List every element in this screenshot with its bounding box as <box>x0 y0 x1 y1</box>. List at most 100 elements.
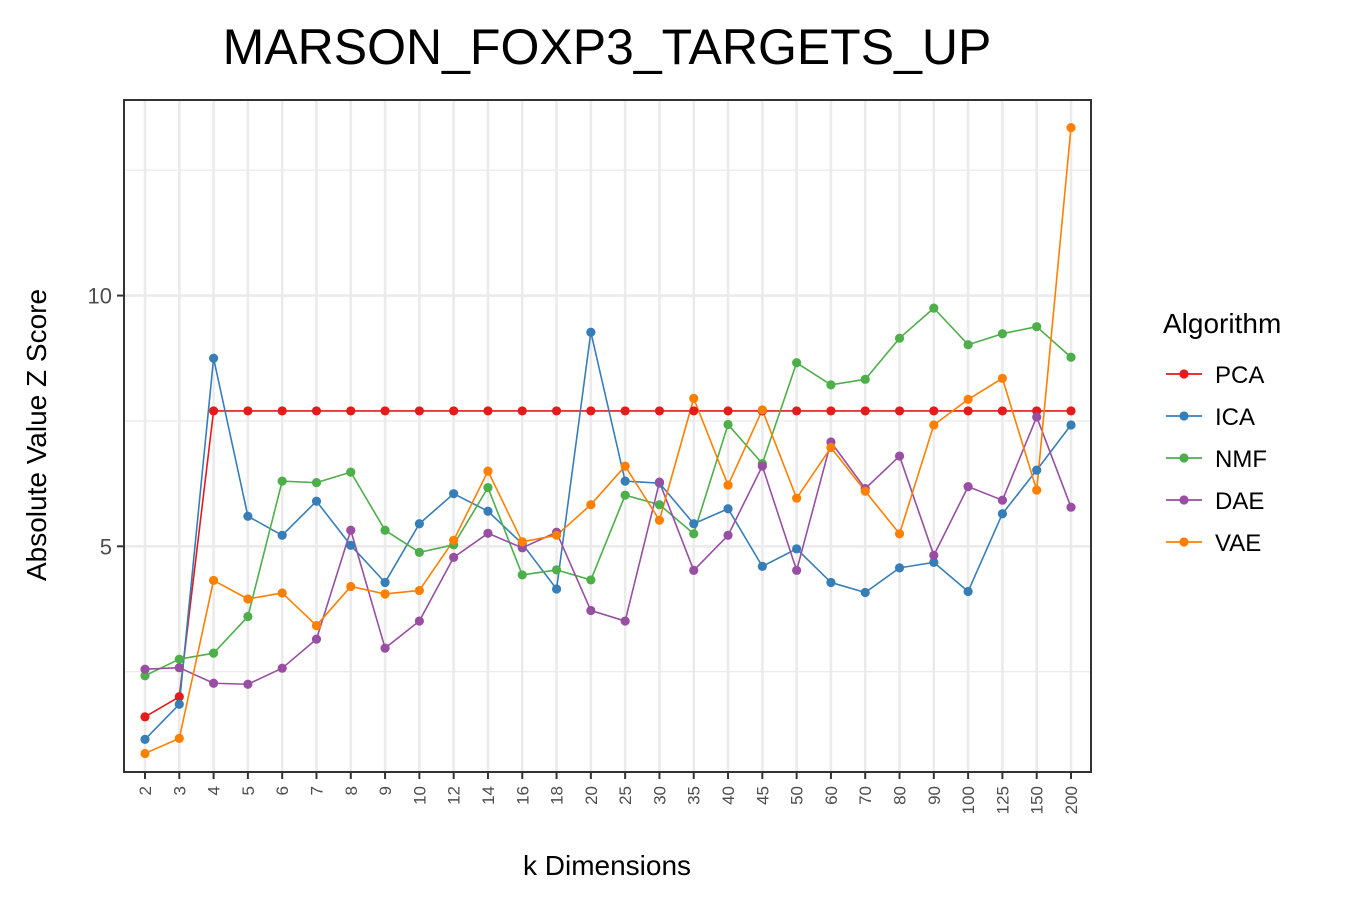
data-point-pca <box>243 406 253 416</box>
data-point-dae <box>654 477 665 487</box>
data-point-vae <box>277 588 287 598</box>
data-point-pca <box>826 406 836 416</box>
data-point-nmf <box>311 478 322 488</box>
data-point-pca <box>174 692 184 702</box>
data-point-nmf <box>174 654 184 664</box>
series-line-vae <box>144 127 1072 755</box>
data-point-nmf <box>826 380 836 390</box>
data-point-ica <box>414 519 424 529</box>
data-point-pca <box>654 406 665 416</box>
data-point-nmf <box>929 303 939 313</box>
data-point-ica <box>963 586 973 597</box>
data-point-dae <box>414 616 424 626</box>
data-point-vae <box>620 461 630 471</box>
data-point-ica <box>483 506 493 516</box>
data-point-pca <box>997 406 1008 416</box>
data-point-dae <box>757 461 767 471</box>
x-tick-label: 12 <box>445 786 464 805</box>
data-point-ica <box>208 353 219 363</box>
data-point-nmf <box>414 547 424 557</box>
data-point-ica <box>929 557 939 567</box>
data-point-dae <box>1032 412 1042 422</box>
data-point-dae <box>1066 502 1076 512</box>
series-line-nmf <box>144 307 1072 677</box>
data-point-vae <box>414 585 424 596</box>
x-tick-label: 35 <box>685 786 704 805</box>
data-point-dae <box>380 643 390 653</box>
data-point-pca <box>963 406 973 416</box>
data-point-nmf <box>723 419 733 430</box>
x-tick-label: 16 <box>513 786 532 805</box>
data-point-vae <box>757 405 767 415</box>
data-point-pca <box>517 406 527 416</box>
data-point-nmf <box>208 648 219 658</box>
data-point-nmf <box>997 329 1008 339</box>
x-tick-label: 14 <box>479 786 498 805</box>
legend-key-point-dae <box>1179 495 1189 505</box>
data-point-pca <box>860 406 870 416</box>
chart-title: MARSON_FOXP3_TARGETS_UP <box>223 19 992 75</box>
data-point-nmf <box>860 374 870 384</box>
data-point-pca <box>449 406 459 416</box>
data-point-pca <box>586 406 596 416</box>
data-point-dae <box>894 451 905 461</box>
data-point-nmf <box>1032 322 1042 332</box>
x-tick-label: 45 <box>753 786 772 805</box>
x-tick-label: 6 <box>273 786 292 795</box>
legend-key-point-nmf <box>1179 453 1189 463</box>
data-point-pca <box>208 406 219 416</box>
data-point-ica <box>860 587 870 598</box>
data-point-vae <box>1066 122 1076 133</box>
data-point-dae <box>208 678 219 688</box>
data-point-nmf <box>243 611 253 622</box>
x-tick-label: 200 <box>1062 786 1081 814</box>
data-point-vae <box>689 393 699 403</box>
data-point-pca <box>894 406 905 416</box>
data-point-ica <box>346 540 356 550</box>
series-line-ica <box>144 331 1072 740</box>
x-axis-title: k Dimensions <box>523 850 691 881</box>
grid-lines <box>124 100 1091 772</box>
x-tick-label: 70 <box>856 786 875 805</box>
data-point-nmf <box>586 575 596 585</box>
legend-label-nmf: NMF <box>1215 446 1267 473</box>
data-point-nmf <box>517 570 527 580</box>
x-tick-label: 3 <box>170 786 189 795</box>
data-point-ica <box>311 496 322 506</box>
x-tick-label: 18 <box>548 786 567 805</box>
data-point-ica <box>277 530 287 540</box>
data-point-pca <box>551 406 562 416</box>
data-point-ica <box>380 577 390 588</box>
data-point-vae <box>997 373 1008 383</box>
data-point-vae <box>140 748 150 759</box>
data-point-pca <box>277 406 287 416</box>
data-point-pca <box>1066 406 1076 416</box>
x-tick-label: 10 <box>410 786 429 805</box>
data-point-vae <box>517 537 527 547</box>
y-axis-ticks: 5 10 <box>88 284 124 559</box>
x-tick-label: 125 <box>993 786 1012 814</box>
data-point-vae <box>963 394 973 404</box>
data-point-dae <box>449 552 459 562</box>
data-point-dae <box>586 605 596 616</box>
data-point-nmf <box>792 358 802 368</box>
x-tick-label: 2 <box>136 786 155 795</box>
data-point-ica <box>1032 465 1042 475</box>
data-point-vae <box>380 589 390 599</box>
data-point-pca <box>723 406 733 416</box>
series-points <box>140 122 1076 759</box>
data-point-pca <box>792 406 802 416</box>
data-point-pca <box>140 712 150 722</box>
data-point-pca <box>311 406 322 416</box>
x-tick-label: 100 <box>959 786 978 814</box>
data-point-vae <box>208 575 219 586</box>
data-point-pca <box>346 406 356 416</box>
x-tick-label: 50 <box>788 786 807 805</box>
data-point-dae <box>311 634 322 644</box>
data-point-ica <box>792 544 802 554</box>
data-point-vae <box>860 486 870 496</box>
data-point-vae <box>654 515 665 525</box>
data-point-vae <box>826 442 836 453</box>
data-point-dae <box>689 565 699 576</box>
data-point-ica <box>723 504 733 514</box>
